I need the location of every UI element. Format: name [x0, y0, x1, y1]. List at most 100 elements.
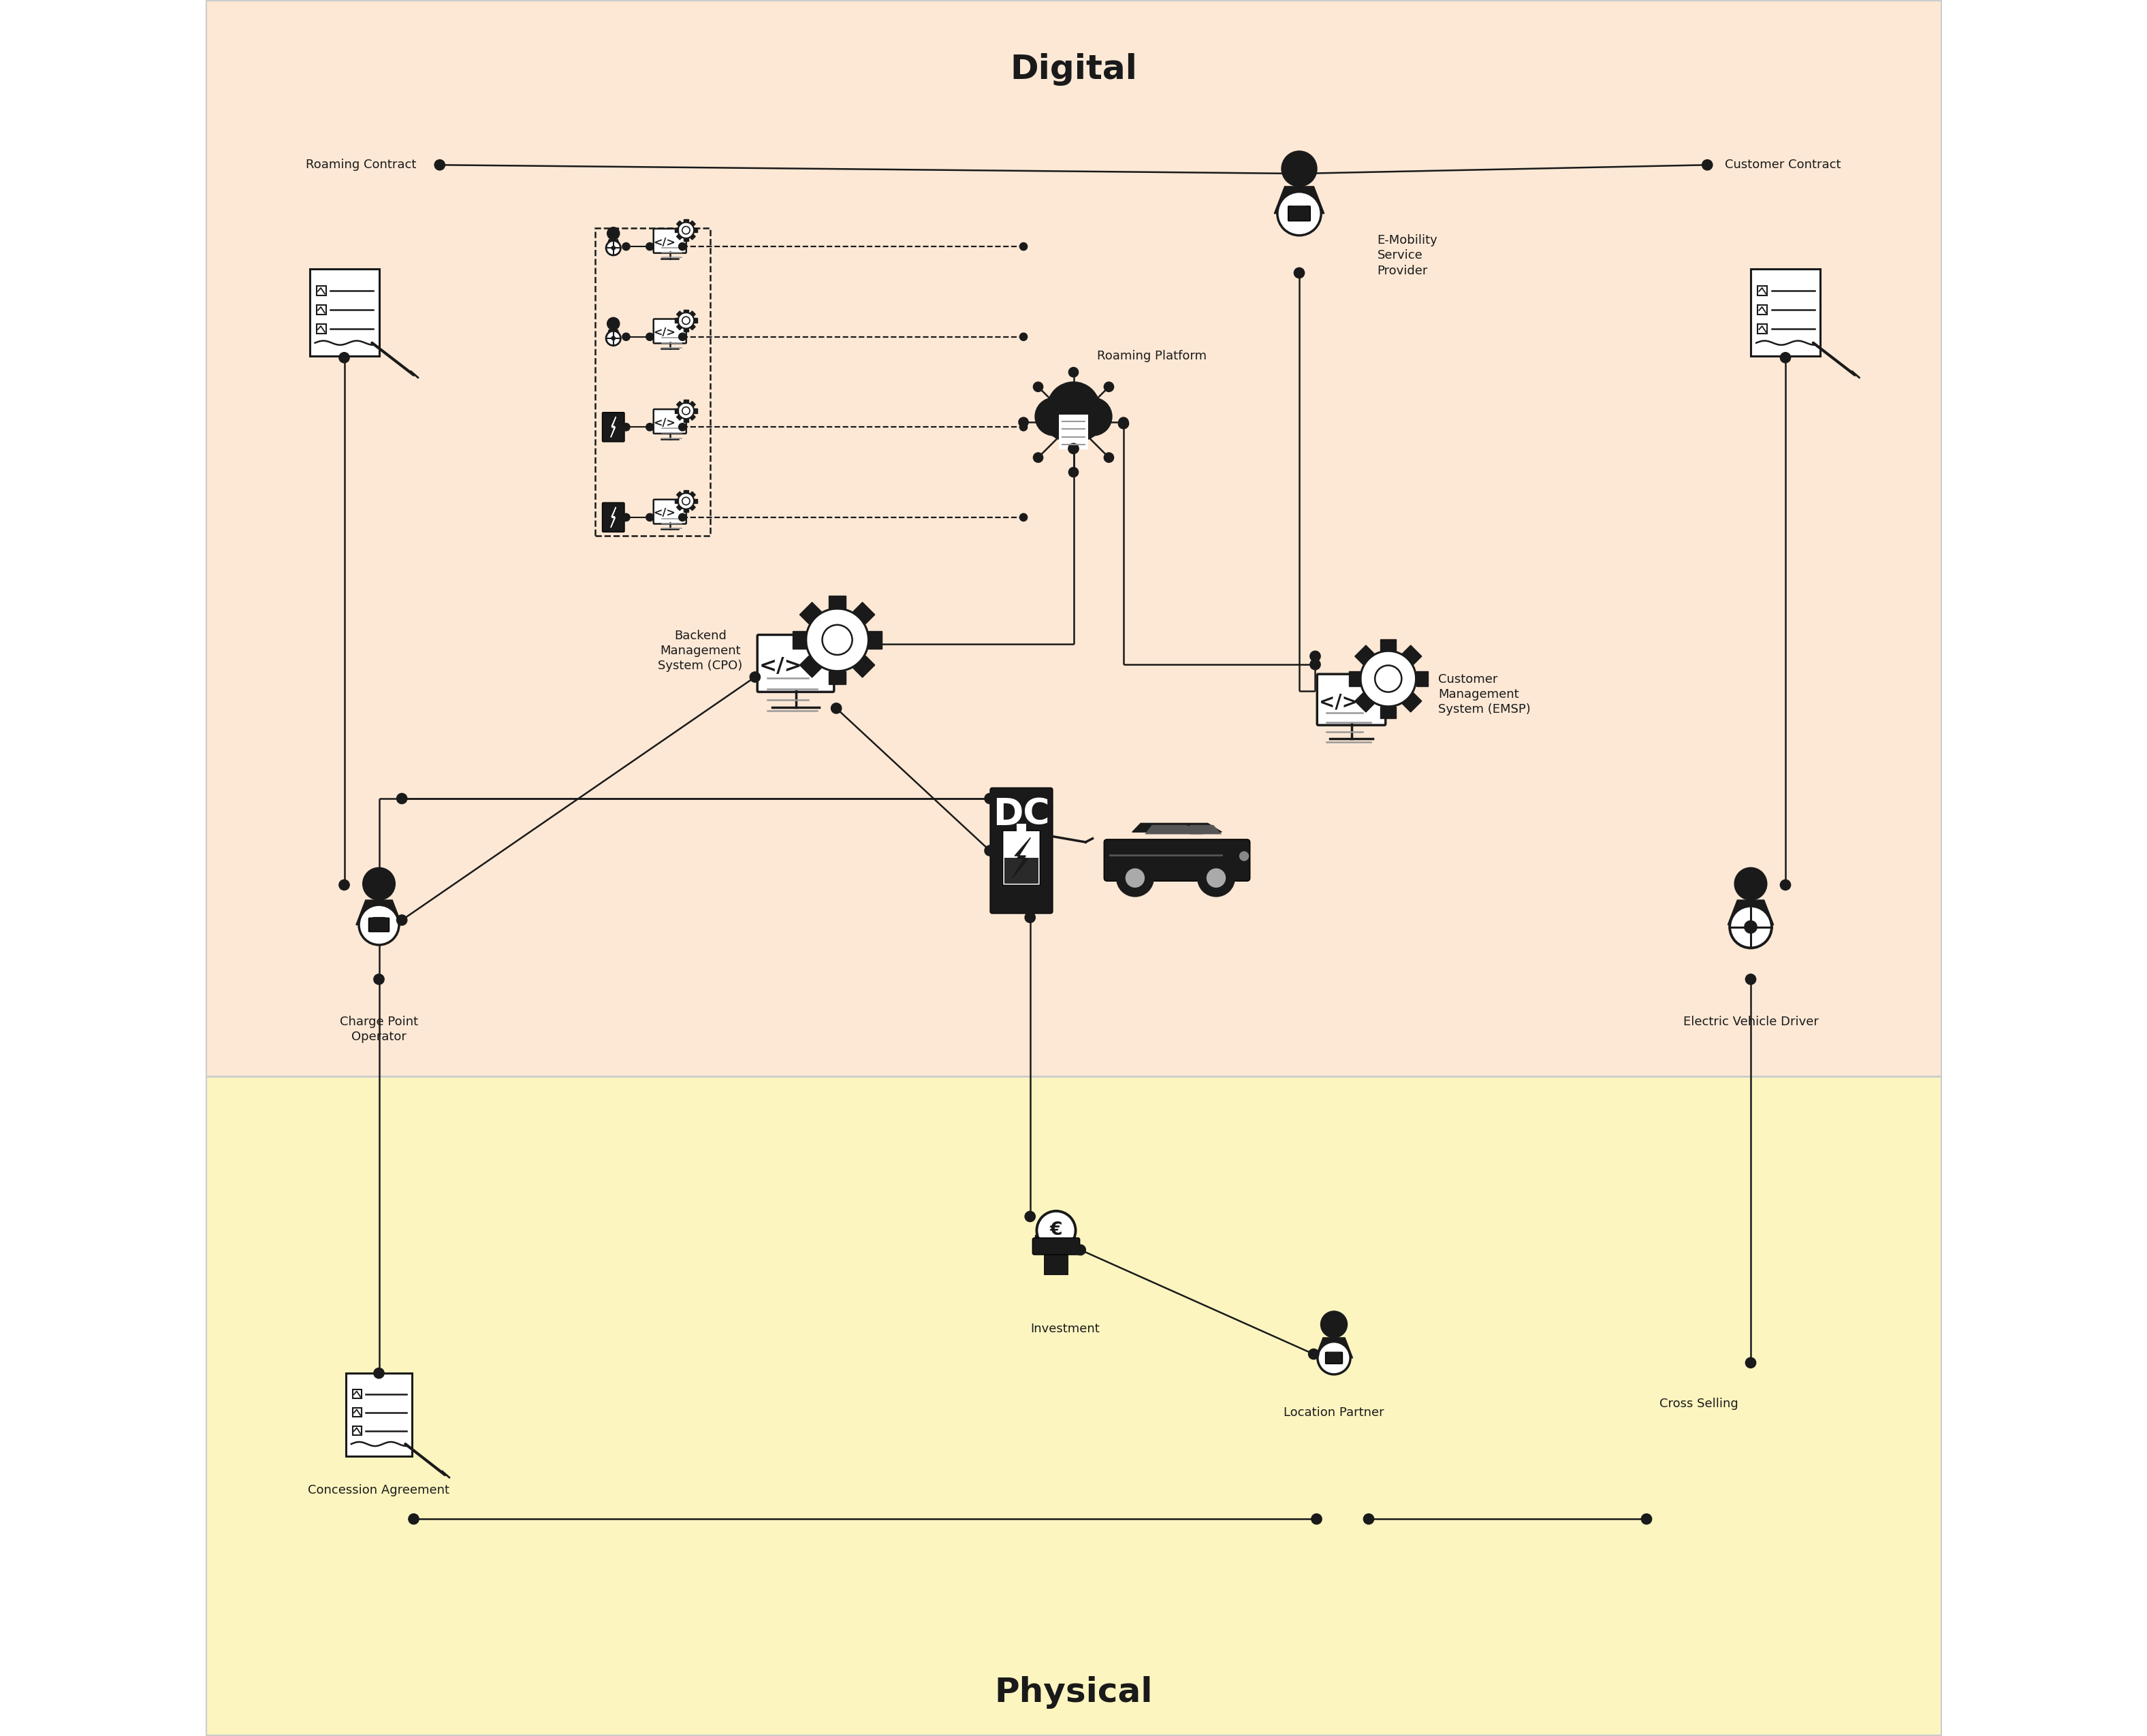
Polygon shape: [689, 325, 696, 330]
Polygon shape: [676, 325, 683, 330]
FancyBboxPatch shape: [758, 635, 833, 693]
Circle shape: [1104, 382, 1114, 392]
Circle shape: [1048, 408, 1080, 439]
Text: Concession Agreement: Concession Agreement: [309, 1484, 449, 1496]
Polygon shape: [605, 330, 620, 339]
Circle shape: [1119, 418, 1129, 429]
Text: </>: </>: [653, 328, 676, 339]
FancyBboxPatch shape: [1054, 1236, 1065, 1250]
Polygon shape: [683, 328, 689, 332]
Bar: [316, 286, 326, 295]
FancyBboxPatch shape: [1104, 838, 1250, 882]
Polygon shape: [693, 408, 698, 413]
Text: Customer
Management
System (EMSP): Customer Management System (EMSP): [1438, 674, 1531, 715]
Polygon shape: [1381, 639, 1396, 651]
Circle shape: [1374, 665, 1402, 693]
Circle shape: [1020, 243, 1026, 250]
Circle shape: [1119, 417, 1129, 427]
Circle shape: [339, 352, 350, 363]
Circle shape: [1067, 408, 1099, 439]
Circle shape: [1295, 168, 1305, 179]
Polygon shape: [674, 318, 678, 323]
Circle shape: [1361, 651, 1417, 707]
Circle shape: [1277, 191, 1320, 236]
Polygon shape: [689, 491, 696, 496]
Circle shape: [1069, 443, 1078, 453]
Polygon shape: [676, 491, 683, 496]
Circle shape: [683, 316, 689, 325]
Circle shape: [1780, 352, 1791, 363]
Polygon shape: [1355, 693, 1374, 712]
Circle shape: [985, 845, 994, 856]
Circle shape: [359, 904, 399, 944]
Circle shape: [678, 243, 687, 250]
Polygon shape: [689, 401, 696, 406]
Ellipse shape: [1239, 851, 1250, 861]
Bar: [1058, 415, 1089, 450]
Circle shape: [363, 868, 395, 899]
Text: DC: DC: [992, 797, 1050, 832]
Polygon shape: [1402, 693, 1421, 712]
FancyBboxPatch shape: [1065, 1233, 1076, 1250]
Circle shape: [623, 514, 629, 521]
FancyBboxPatch shape: [1003, 832, 1039, 885]
Bar: [1758, 325, 1767, 333]
Bar: [1018, 823, 1026, 832]
Circle shape: [678, 493, 693, 509]
Polygon shape: [674, 227, 678, 233]
Circle shape: [749, 672, 760, 682]
Text: Charge Point
Operator: Charge Point Operator: [339, 1016, 419, 1043]
Circle shape: [605, 241, 620, 255]
Polygon shape: [1355, 646, 1374, 665]
Circle shape: [678, 312, 693, 328]
Circle shape: [1318, 1342, 1350, 1375]
Polygon shape: [1316, 1338, 1353, 1358]
Circle shape: [408, 1514, 419, 1524]
Polygon shape: [674, 498, 678, 503]
Bar: [352, 1408, 363, 1417]
Circle shape: [678, 403, 693, 418]
Text: Location Partner: Location Partner: [1284, 1406, 1385, 1418]
Text: </>: </>: [653, 509, 676, 519]
Circle shape: [985, 793, 994, 804]
Circle shape: [1198, 859, 1235, 896]
Polygon shape: [683, 418, 689, 422]
Polygon shape: [676, 401, 683, 406]
Circle shape: [612, 335, 616, 340]
FancyBboxPatch shape: [1035, 1236, 1046, 1250]
Polygon shape: [689, 415, 696, 420]
Circle shape: [1363, 1514, 1374, 1524]
Circle shape: [1282, 151, 1316, 186]
FancyBboxPatch shape: [603, 503, 625, 531]
Circle shape: [678, 333, 687, 340]
Circle shape: [646, 333, 653, 340]
Circle shape: [623, 243, 629, 250]
Bar: [1758, 306, 1767, 314]
Circle shape: [608, 227, 620, 240]
Circle shape: [397, 793, 408, 804]
Text: E-Mobility
Service
Provider: E-Mobility Service Provider: [1378, 234, 1438, 276]
Circle shape: [623, 333, 629, 340]
Circle shape: [822, 625, 852, 654]
Text: Electric Vehicle Driver: Electric Vehicle Driver: [1683, 1016, 1819, 1028]
Bar: [309, 269, 378, 356]
Text: €: €: [1050, 1222, 1063, 1240]
Circle shape: [1320, 1311, 1348, 1338]
Polygon shape: [829, 595, 846, 609]
Polygon shape: [1011, 837, 1031, 878]
Polygon shape: [676, 311, 683, 316]
Text: Cross Selling: Cross Selling: [1660, 1397, 1739, 1410]
Polygon shape: [852, 602, 874, 623]
Polygon shape: [689, 311, 696, 316]
Polygon shape: [676, 220, 683, 226]
FancyBboxPatch shape: [1325, 1352, 1342, 1364]
Circle shape: [646, 424, 653, 431]
Circle shape: [827, 639, 837, 649]
Bar: [346, 1373, 412, 1457]
Circle shape: [1703, 160, 1713, 170]
Bar: [206, 1076, 1941, 1736]
Polygon shape: [683, 238, 689, 241]
Circle shape: [683, 496, 689, 505]
Polygon shape: [674, 408, 678, 413]
Circle shape: [805, 609, 870, 672]
